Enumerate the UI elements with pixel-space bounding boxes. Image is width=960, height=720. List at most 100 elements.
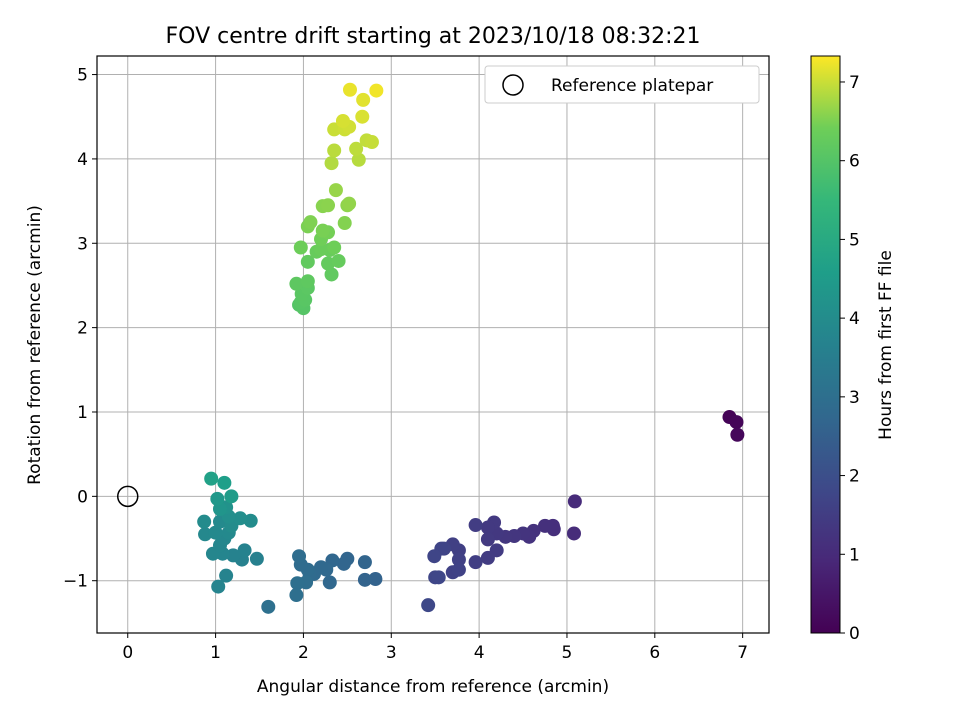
grid-lines [97,56,769,633]
colorbar-tick-label: 5 [849,230,860,250]
chart-title: FOV centre drift starting at 2023/10/18 … [166,24,701,49]
y-tick-label: 1 [77,403,88,423]
x-tick-label: 1 [210,643,221,663]
scatter-point [226,548,241,563]
scatter-point [237,543,252,558]
scatter-point [364,135,379,150]
scatter-point [293,240,308,255]
scatter-point [233,511,248,526]
y-axis-label: Rotation from reference (arcmin) [25,205,45,485]
x-axis-label: Angular distance from reference (arcmin) [257,677,609,697]
colorbar-ticks: 0 1 2 3 4 5 6 7 [840,73,860,644]
scatter-point [480,550,495,565]
scatter-point [292,549,307,564]
x-tick-label: 5 [562,643,573,663]
scatter-point [324,156,339,171]
scatter-point [451,562,466,577]
colorbar: 0 1 2 3 4 5 6 7 Hours from first FF file [810,55,896,644]
legend-label: Reference platepar [551,76,713,96]
colorbar-tick-label: 7 [849,73,860,93]
scatter-point [314,242,328,257]
colorbar-tick-label: 2 [849,467,860,487]
scatter-point [349,141,364,156]
scatter-point [337,216,352,231]
scatter-point [322,575,337,590]
scatter-point [357,555,372,570]
reference-platepar-marker [116,485,139,508]
scatter-point [468,555,483,570]
colorbar-tick-label: 0 [849,624,860,644]
scatter-point [217,475,232,490]
y-tick-label: 4 [77,150,88,170]
scatter-point [451,552,466,567]
scatter-point [538,518,552,533]
scatter-point [357,572,372,587]
scatter-point [289,588,304,603]
colorbar-tick-label: 4 [849,309,860,329]
scatter-point [427,549,442,564]
scatter-point [210,491,225,506]
legend-marker [502,74,524,96]
scatter-point [198,527,213,542]
scatter-point [315,223,330,238]
scatter-point [468,518,483,533]
scatter-point [421,598,436,613]
scatter-point [331,253,346,268]
scatter-point [342,82,357,97]
scatter-point [336,556,351,571]
scatter-point [197,514,212,529]
scatter-point [204,471,219,486]
scatter-point [356,92,371,107]
scatter-point [208,525,223,540]
scatter-point [243,513,258,528]
scatter-point [480,520,495,535]
y-axis-ticks: −1 0 1 2 3 4 5 [63,66,97,592]
scatter-point [324,267,339,282]
scatter-point [368,572,383,587]
y-tick-label: −1 [63,572,88,592]
x-tick-label: 0 [122,643,133,663]
scatter-point [566,526,581,541]
scatter-point [249,551,264,566]
scatter-point [369,83,384,98]
scatter-point [327,122,342,137]
y-tick-label: 3 [77,234,88,254]
scatter-point [431,570,446,585]
x-tick-label: 3 [386,643,397,663]
scatter-point [211,579,226,594]
x-tick-label: 7 [737,643,748,663]
scatter-point [303,215,318,230]
colorbar-label: Hours from first FF file [876,250,896,440]
colorbar-tick-label: 1 [849,545,860,565]
scatter-point [567,494,582,509]
y-tick-label: 5 [77,66,88,86]
scatter-point [328,183,343,198]
scatter-point [729,415,744,430]
scatter-point [355,109,370,124]
data-points [197,82,745,614]
colorbar-gradient [810,55,841,634]
scatter-point [335,113,350,128]
scatter-point [219,568,234,583]
y-tick-label: 0 [77,487,88,507]
scatter-point [261,599,276,614]
y-tick-label: 2 [77,319,88,339]
scatter-point [289,276,304,291]
scatter-point [300,254,315,269]
x-tick-label: 6 [649,643,660,663]
scatter-point [327,143,342,158]
scatter-point [351,152,366,167]
scatter-point [321,198,336,213]
x-axis-ticks: 0 1 2 3 4 5 6 7 [122,633,748,663]
scatter-point [730,427,745,442]
scatter-point [290,576,305,591]
scatter-point [480,532,495,547]
colorbar-tick-label: 6 [849,152,860,172]
legend: Reference platepar [484,65,760,104]
plot-frame [96,55,770,634]
scatter-point [321,256,336,271]
scatter-point [342,196,357,211]
x-tick-label: 4 [474,643,485,663]
x-tick-label: 2 [298,643,309,663]
